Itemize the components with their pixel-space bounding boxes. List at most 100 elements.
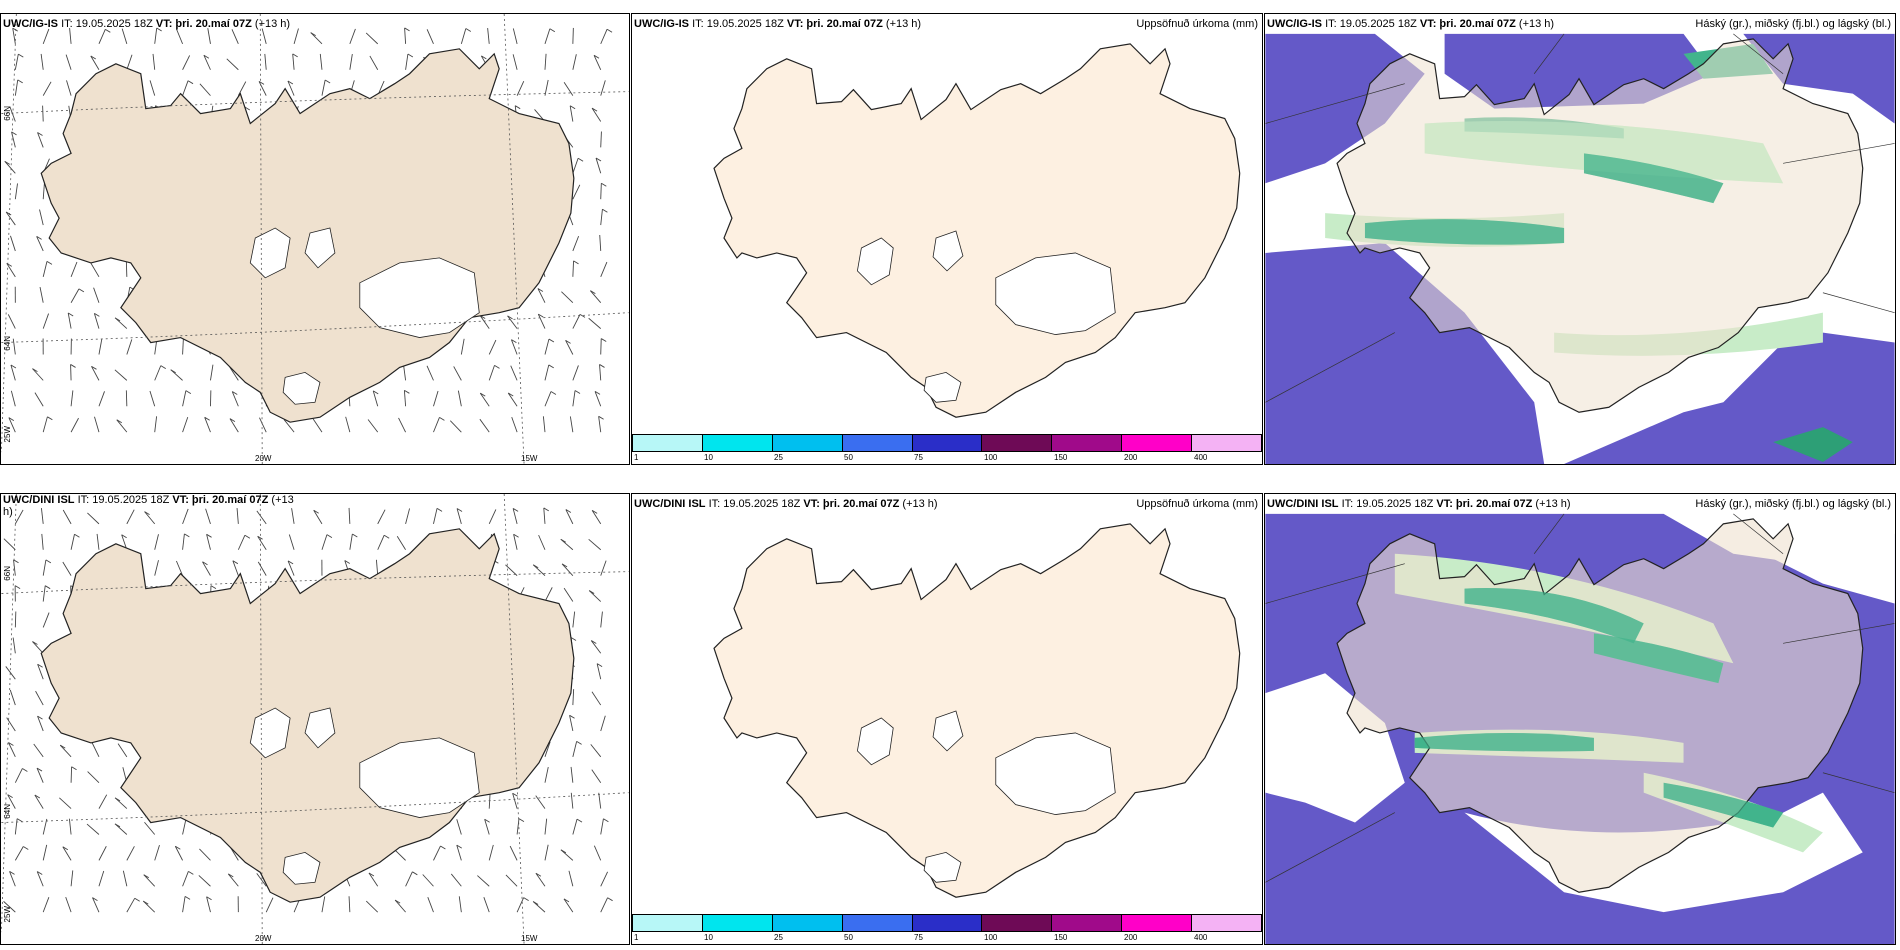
colorbar-label: 50	[844, 453, 853, 462]
colorbar-label: 25	[774, 453, 783, 462]
wind-barb	[396, 535, 406, 550]
wind-barb-flag	[287, 80, 294, 85]
wind-barb-flag	[204, 416, 210, 421]
lat-label-66n: 66N	[3, 566, 12, 581]
lon-label-20w: 20W	[255, 934, 272, 943]
wind-barb	[93, 287, 100, 303]
wind-barb	[98, 29, 106, 45]
wind-barb-flag	[16, 818, 23, 823]
wind-barb-flag	[144, 511, 150, 515]
map-variable-label: Háský (gr.), miðský (fj.bl.) og lágský (…	[1695, 498, 1891, 510]
iceland-land	[713, 523, 1241, 898]
wind-barb	[563, 898, 574, 913]
wind-barb-flag	[590, 290, 596, 295]
wind-barb-flag	[244, 534, 251, 539]
wind-barb-flag	[465, 28, 472, 32]
wind-barb	[126, 509, 135, 525]
wind-barb	[456, 508, 462, 524]
wind-barb	[532, 564, 546, 576]
wind-barb-flag	[11, 131, 17, 136]
wind-barb	[544, 338, 550, 355]
wind-barb-flag	[36, 236, 42, 240]
wind-barb	[36, 767, 44, 783]
wind-barb	[588, 317, 602, 329]
wind-map-panel-row1: UWC/IG-IS IT: 19.05.2025 18Z VT: þri. 20…	[0, 13, 630, 465]
wind-barb	[561, 563, 574, 576]
wind-barb	[572, 260, 574, 277]
wind-barb-flag	[105, 28, 111, 33]
wind-barb	[283, 419, 295, 433]
wind-barb	[70, 534, 75, 550]
wind-barb	[114, 823, 128, 835]
wind-barb	[42, 585, 46, 602]
wind-barb-flag	[512, 792, 518, 797]
wind-barb-flag	[326, 534, 333, 538]
wind-barb-flag	[596, 663, 603, 668]
wind-barb	[513, 534, 518, 550]
wind-barb	[512, 54, 518, 70]
wind-barb-flag	[594, 391, 601, 395]
wind-barb-flag	[156, 27, 162, 32]
wind-barb-flag	[34, 794, 41, 799]
wind-barb	[510, 365, 518, 381]
colorbar-bin	[842, 435, 913, 451]
wind-barb	[154, 534, 159, 550]
wind-barb	[70, 417, 79, 433]
wind-barb	[600, 29, 608, 45]
wind-barb	[511, 339, 518, 355]
colorbar-bin	[842, 915, 913, 931]
wind-barb	[292, 53, 295, 70]
wind-barb-flag	[412, 871, 418, 876]
wind-barb	[182, 508, 189, 525]
wind-barb	[488, 844, 494, 861]
wind-barb	[488, 339, 497, 355]
wind-barb	[5, 666, 16, 680]
wind-barb	[202, 561, 211, 576]
wind-barb	[8, 742, 16, 758]
wind-barb-flag	[507, 315, 513, 320]
lon-label-15w: 15W	[521, 934, 538, 943]
wind-barb	[42, 313, 50, 329]
colorbar-label: 10	[704, 933, 713, 942]
wind-barb	[3, 901, 16, 913]
wind-barb-flag	[352, 533, 358, 538]
wind-barb	[572, 611, 576, 628]
wind-barb	[98, 391, 105, 407]
wind-barb	[257, 561, 267, 576]
wind-barb	[569, 105, 574, 122]
wind-barb	[98, 794, 108, 809]
wind-barb	[14, 768, 23, 783]
wind-barb	[87, 771, 100, 784]
wind-barb-flag	[595, 157, 602, 162]
colorbar-bin	[1192, 915, 1262, 931]
wind-barb-flag	[206, 533, 212, 538]
map-title: UWC/DINI ISL IT: 19.05.2025 18Z VT: þri.…	[1267, 498, 1571, 510]
wind-barb	[91, 742, 100, 758]
wind-barb-flag	[563, 898, 570, 903]
wind-barb	[538, 534, 546, 550]
wind-barb-flag	[36, 767, 43, 772]
wind-barb-flag	[576, 818, 583, 823]
wind-barb	[62, 561, 72, 576]
wind-barb	[182, 390, 187, 407]
wind-barb	[365, 32, 379, 45]
wind-barb-flag	[229, 418, 236, 422]
colorbar-label: 150	[1054, 453, 1068, 462]
wind-barb-flag	[228, 873, 234, 878]
wind-barb	[154, 365, 162, 381]
wind-barb	[126, 54, 133, 70]
wind-barb	[149, 80, 156, 96]
wind-barb	[516, 818, 520, 835]
colorbar-label: 150	[1054, 933, 1068, 942]
wind-barb	[42, 559, 47, 576]
wind-barb	[41, 533, 44, 550]
wind-barb	[594, 391, 602, 407]
wind-barb-flag	[37, 871, 43, 875]
wind-barb-flag	[440, 845, 446, 850]
lat-label-64n: 64N	[3, 336, 12, 351]
wind-barb-flag	[383, 534, 390, 539]
wind-barb	[14, 509, 24, 525]
wind-barb	[90, 262, 100, 278]
wind-barb	[590, 744, 602, 758]
wind-barb-flag	[188, 871, 194, 875]
